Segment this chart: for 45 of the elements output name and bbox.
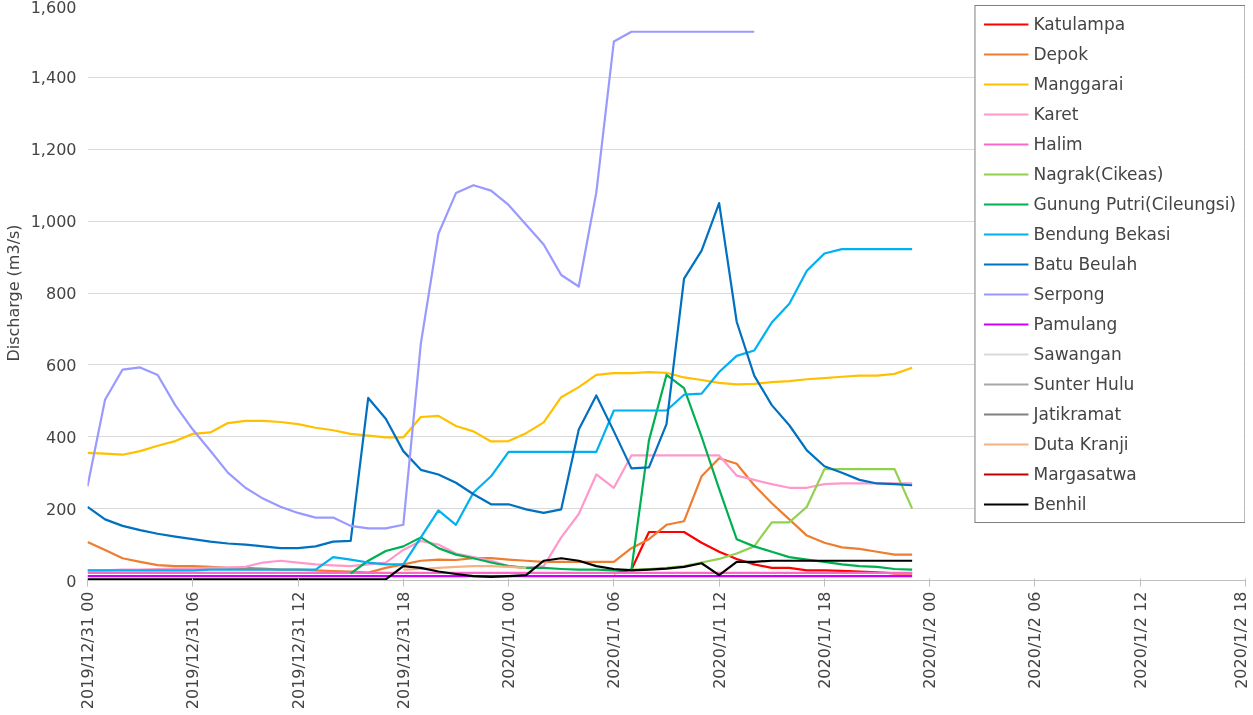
x-tick-label: 2020/1/1 00: [499, 591, 519, 689]
legend-label: Sunter Hulu: [1033, 374, 1135, 394]
legend-label: Sawangan: [1033, 344, 1122, 364]
x-tick-label: 2020/1/2 18: [1231, 591, 1251, 689]
y-tick-label: 1,000: [30, 212, 77, 232]
legend-label: Serpong: [1033, 284, 1105, 304]
y-tick-label: 600: [45, 355, 77, 375]
y-tick-label: 1,600: [30, 0, 77, 17]
x-tick-label: 2020/1/1 18: [814, 591, 834, 689]
y-tick-label: 0: [66, 571, 77, 591]
line-series: [87, 366, 914, 456]
legend-label: Gunung Putri(Cileungsi): [1033, 194, 1236, 214]
legend-label: Pamulang: [1033, 314, 1118, 334]
legend-label: Manggarai: [1033, 74, 1124, 94]
x-tick-label: 2020/1/2 12: [1130, 591, 1150, 689]
x-tick-label: 2019/12/31 06: [183, 591, 203, 710]
x-tick-label: 2019/12/31 00: [78, 591, 97, 710]
x-tick-label: 2020/1/2 00: [920, 591, 940, 689]
x-tick-label: 2019/12/31 18: [393, 591, 413, 710]
y-tick-label: 1,200: [30, 140, 77, 160]
legend-label: Margasatwa: [1033, 464, 1137, 484]
line-series: [87, 30, 756, 530]
legend-label: Katulampa: [1033, 14, 1126, 34]
x-tick-label: 2019/12/31 12: [288, 591, 308, 710]
line-series: [87, 202, 914, 550]
legend-label: Duta Kranji: [1033, 434, 1129, 454]
legend-label: Batu Beulah: [1033, 254, 1138, 274]
y-tick-label: 800: [45, 284, 77, 303]
x-tick-label: 2020/1/1 06: [604, 591, 624, 689]
y-tick-label: 400: [45, 427, 77, 447]
x-tick-label: 2020/1/1 12: [709, 591, 729, 689]
y-tick-label: 200: [45, 499, 77, 519]
legend-label: Depok: [1033, 44, 1089, 64]
line-series: [87, 248, 914, 572]
legend-label: Bendung Bekasi: [1033, 224, 1171, 244]
y-tick-label: 1,400: [30, 68, 77, 88]
line-series: [87, 557, 914, 581]
legend-label: Benhil: [1033, 494, 1087, 514]
legend-label: Jatikramat: [1033, 404, 1122, 424]
line-series: [349, 373, 914, 575]
x-tick-label: 2020/1/2 06: [1025, 591, 1045, 689]
legend-label: Nagrak(Cikeas): [1033, 164, 1164, 184]
y-axis-title: Discharge (m3/s): [3, 224, 23, 362]
legend-label: Karet: [1033, 104, 1079, 124]
legend-label: Halim: [1033, 134, 1083, 154]
